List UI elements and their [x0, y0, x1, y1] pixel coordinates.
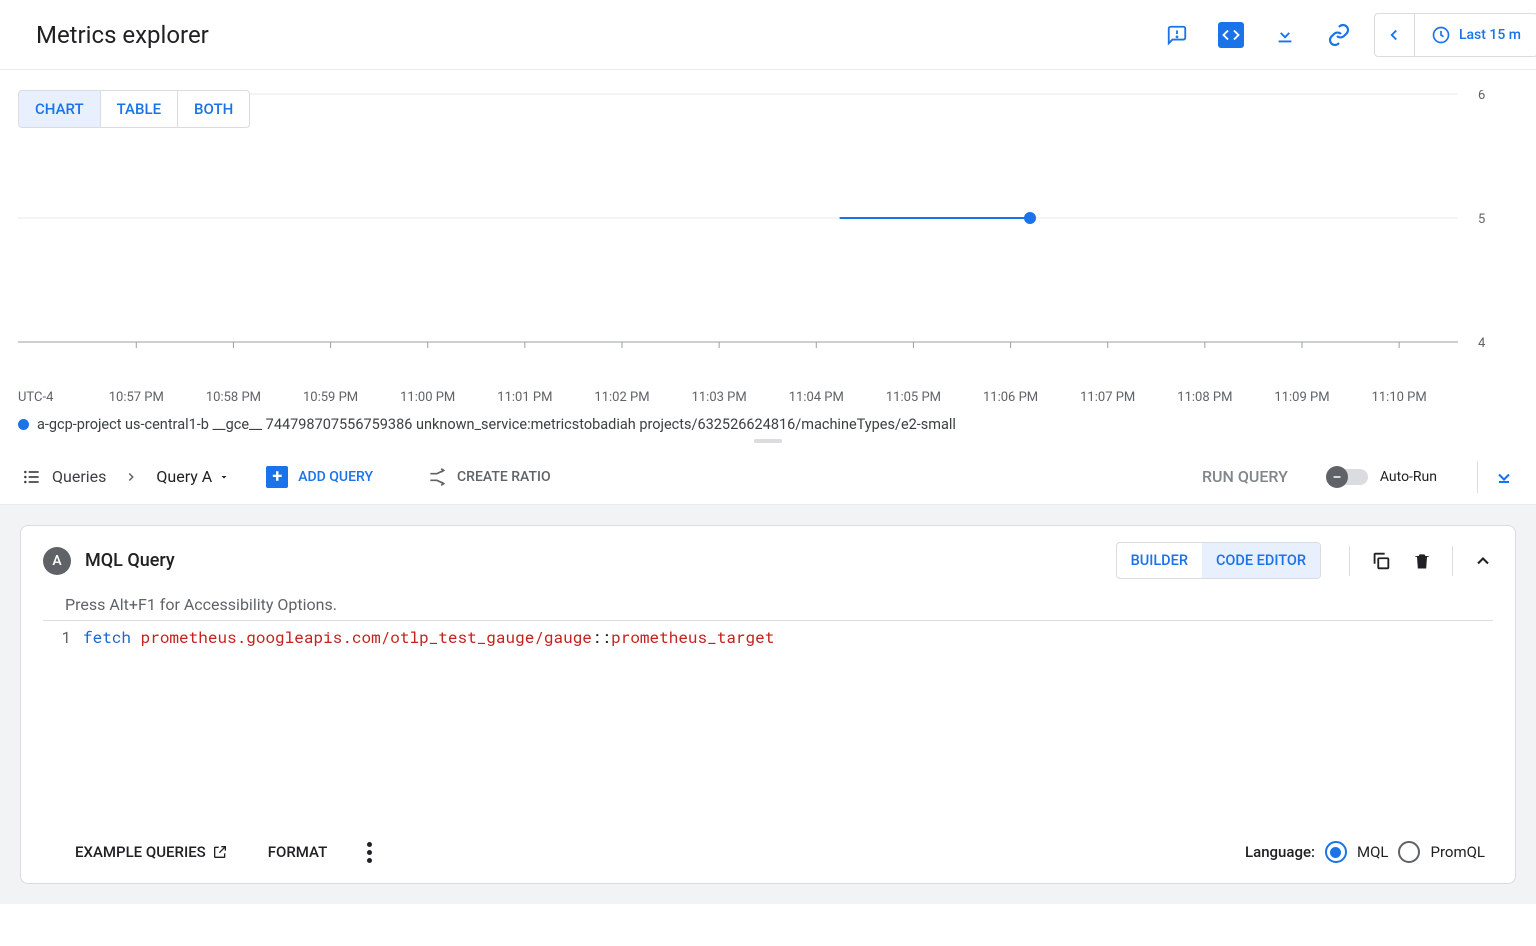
x-tick-label: 10:57 PM [109, 390, 164, 405]
create-ratio-button[interactable]: CREATE RATIO [427, 467, 551, 487]
auto-run-toggle[interactable]: Auto-Run [1328, 469, 1437, 485]
builder-mode-button[interactable]: BUILDER [1117, 543, 1202, 578]
collapse-panel-button[interactable] [1477, 461, 1514, 493]
query-panel-container: A MQL Query BUILDER CODE EDITOR Press Al… [0, 505, 1536, 904]
legend-text: a-gcp-project us-central1-b __gce__ 7447… [37, 416, 956, 433]
legend-marker [18, 419, 29, 430]
chevron-down-bar-icon [1494, 467, 1514, 487]
radio-mql[interactable] [1325, 841, 1347, 863]
x-tick-label: 11:10 PM [1372, 390, 1427, 405]
x-tick-label: 11:06 PM [983, 390, 1038, 405]
x-tick-label: 11:00 PM [400, 390, 455, 405]
example-queries-button[interactable]: EXAMPLE QUERIES [75, 843, 228, 861]
x-tick-label: 11:02 PM [594, 390, 649, 405]
tab-table[interactable]: TABLE [101, 90, 178, 128]
view-tabs: CHART TABLE BOTH [0, 76, 250, 128]
accessibility-hint: Press Alt+F1 for Accessibility Options. [21, 595, 1515, 620]
code-icon[interactable] [1204, 13, 1258, 57]
merge-icon [427, 467, 447, 487]
query-panel: A MQL Query BUILDER CODE EDITOR Press Al… [20, 525, 1516, 884]
run-query-button[interactable]: RUN QUERY [1202, 467, 1288, 486]
x-tick-label: 11:03 PM [692, 390, 747, 405]
x-tick-label: 11:09 PM [1274, 390, 1329, 405]
query-actions [1349, 546, 1493, 576]
format-button[interactable]: FORMAT [268, 843, 327, 861]
more-options-button[interactable] [367, 842, 372, 863]
link-icon[interactable] [1312, 13, 1366, 57]
format-label: FORMAT [268, 843, 327, 861]
chevron-up-icon[interactable] [1473, 551, 1493, 571]
x-tick-label: 11:08 PM [1177, 390, 1232, 405]
chart-timezone: UTC-4 [18, 390, 53, 405]
language-label: Language: [1245, 843, 1315, 861]
chart-legend: a-gcp-project us-central1-b __gce__ 7447… [18, 416, 1536, 433]
queries-label-text: Queries [52, 467, 106, 486]
download-icon[interactable] [1258, 13, 1312, 57]
current-query-label: Query A [156, 467, 212, 486]
panel-resize-handle[interactable] [0, 433, 1536, 449]
time-range-picker: Last 15 m [1374, 13, 1536, 57]
query-title: MQL Query [85, 550, 175, 571]
query-toolbar: Queries Query A + ADD QUERY CREATE RATIO… [0, 449, 1536, 505]
x-tick-label: 11:04 PM [789, 390, 844, 405]
auto-run-label: Auto-Run [1380, 469, 1437, 485]
chevron-right-icon [124, 470, 138, 484]
add-query-button[interactable]: + ADD QUERY [266, 466, 373, 488]
example-queries-label: EXAMPLE QUERIES [75, 843, 206, 861]
chart: 654 [18, 90, 1464, 390]
x-tick-label: 11:01 PM [497, 390, 552, 405]
copy-icon[interactable] [1370, 550, 1392, 572]
query-panel-header: A MQL Query BUILDER CODE EDITOR [21, 526, 1515, 595]
svg-text:4: 4 [1478, 336, 1486, 351]
header: Metrics explorer Last 15 m [0, 0, 1536, 70]
language-selector: Language: MQL PromQL [1245, 841, 1485, 863]
editor-mode-toggle: BUILDER CODE EDITOR [1116, 542, 1321, 579]
mql-label: MQL [1357, 843, 1389, 861]
caret-down-icon [218, 471, 230, 483]
editor-footer: EXAMPLE QUERIES FORMAT Language: MQL Pro… [21, 820, 1515, 883]
x-tick-label: 11:07 PM [1080, 390, 1135, 405]
clock-icon [1431, 25, 1451, 45]
line-number: 1 [43, 621, 83, 820]
query-selector[interactable]: Query A [156, 467, 230, 486]
time-range-back-button[interactable] [1375, 14, 1415, 56]
page-title: Metrics explorer [36, 21, 209, 49]
x-tick-label: 10:59 PM [303, 390, 358, 405]
delete-icon[interactable] [1412, 550, 1432, 572]
code-editor-mode-button[interactable]: CODE EDITOR [1202, 543, 1320, 578]
external-link-icon [212, 844, 228, 860]
chart-x-axis-labels: UTC-4 10:57 PM 10:58 PM 10:59 PM 11:00 PM 11… [18, 390, 1464, 410]
feedback-icon[interactable] [1150, 13, 1204, 57]
header-actions: Last 15 m [1150, 0, 1536, 69]
time-range-button[interactable]: Last 15 m [1415, 25, 1536, 45]
add-query-label: ADD QUERY [298, 469, 373, 485]
queries-breadcrumb[interactable]: Queries [22, 467, 106, 487]
query-badge: A [43, 547, 71, 575]
svg-text:5: 5 [1478, 212, 1485, 227]
tab-both[interactable]: BOTH [178, 90, 250, 128]
svg-text:6: 6 [1478, 90, 1485, 103]
x-tick-label: 10:58 PM [206, 390, 261, 405]
tab-chart[interactable]: CHART [18, 90, 101, 128]
list-icon [22, 467, 42, 487]
x-tick-label: 11:05 PM [886, 390, 941, 405]
minus-icon [1331, 471, 1343, 483]
plus-icon: + [266, 466, 288, 488]
create-ratio-label: CREATE RATIO [457, 469, 551, 485]
promql-label: PromQL [1430, 843, 1485, 861]
code-editor[interactable]: 1 fetch prometheus.googleapis.com/otlp_t… [43, 620, 1493, 820]
radio-promql[interactable] [1398, 841, 1420, 863]
chart-svg: 6 5 4 [18, 90, 1528, 362]
code-line-1: fetch prometheus.googleapis.com/otlp_tes… [83, 621, 774, 820]
time-range-label-text: Last 15 m [1459, 27, 1521, 43]
